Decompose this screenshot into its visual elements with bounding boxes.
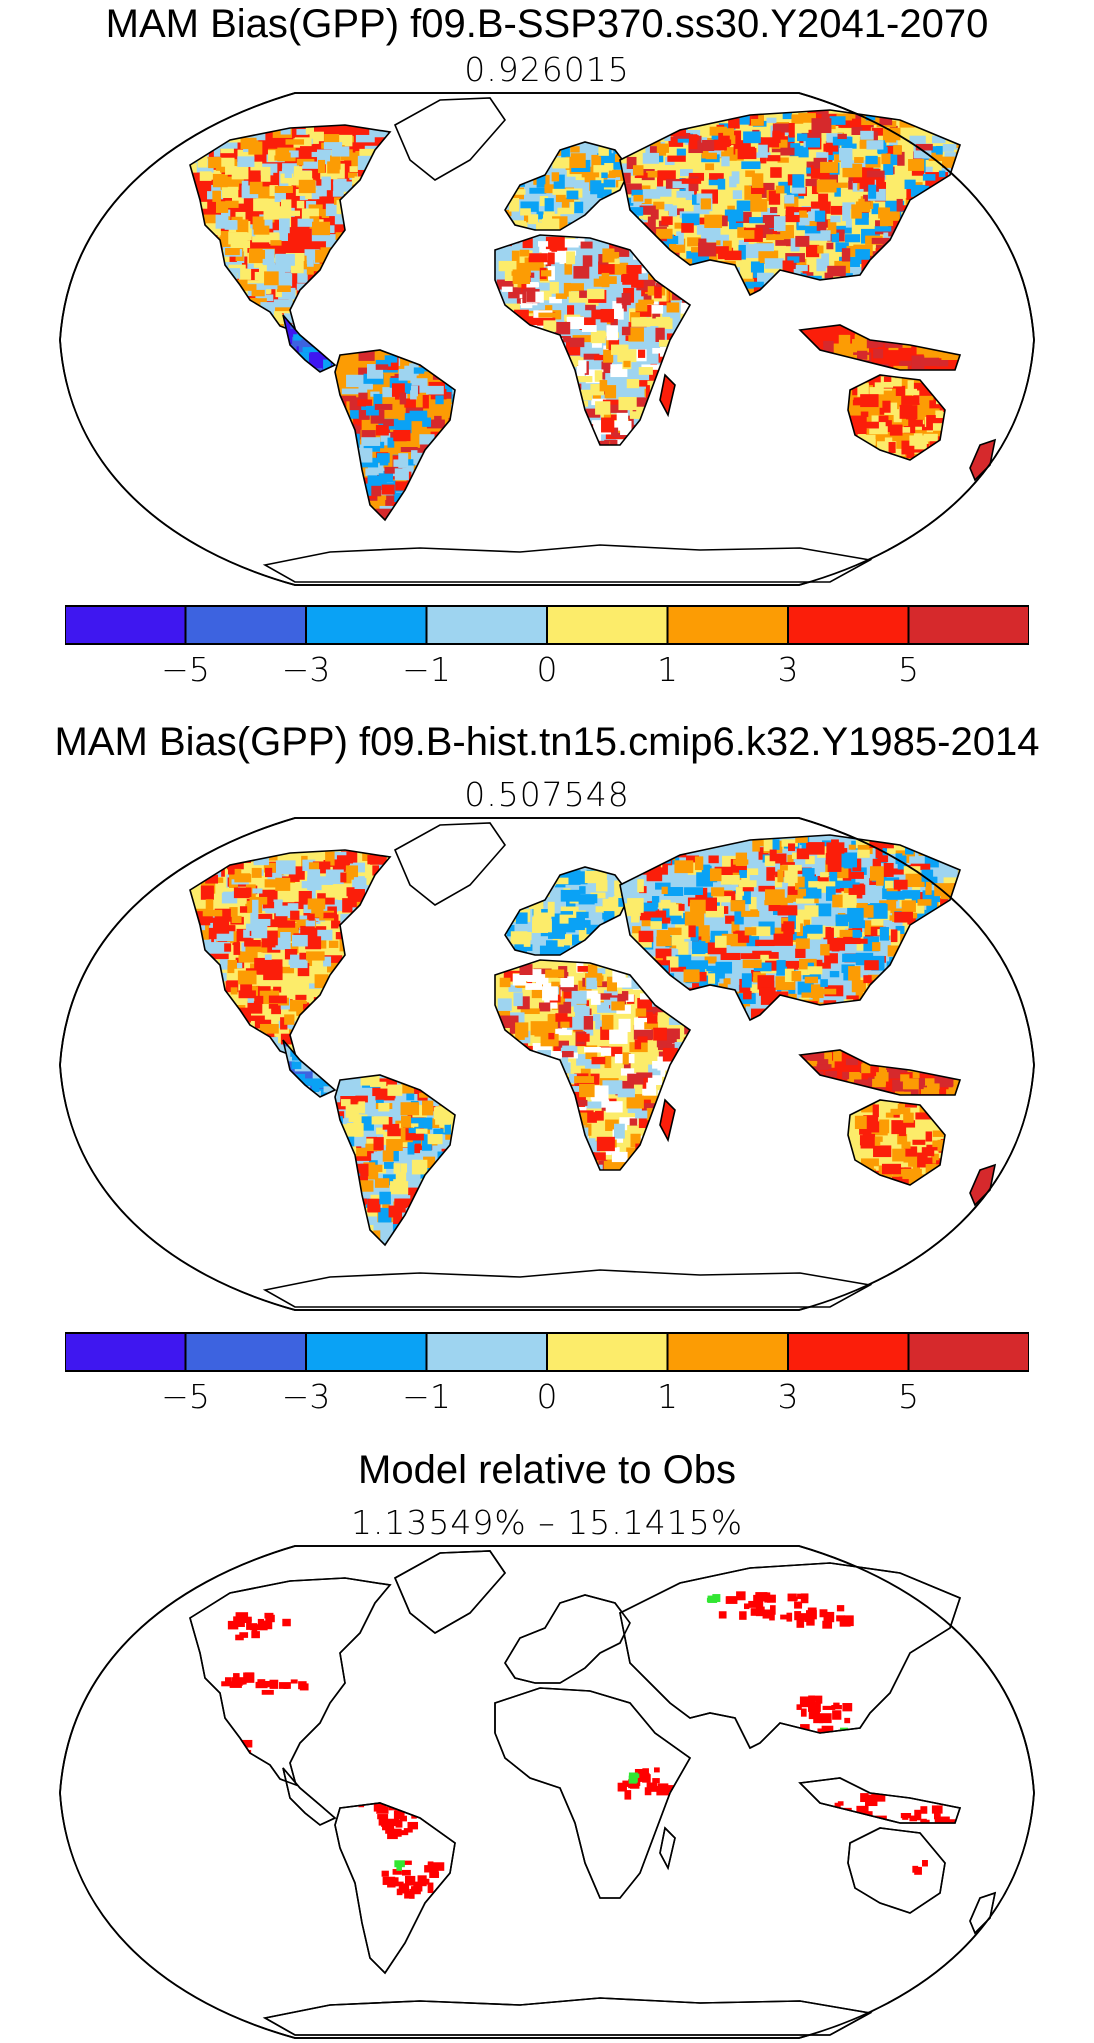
colorbar-tick-label: 3 <box>777 1377 799 1416</box>
colorbar-tick-label: 5 <box>898 650 919 689</box>
colorbar-swatch <box>546 605 669 645</box>
colorbar-swatch <box>305 1332 428 1372</box>
panel-1-subtitle: 0.926015 <box>464 50 630 89</box>
colorbar-swatch <box>305 605 428 645</box>
panel-2-colorbar-svg <box>65 1332 1029 1372</box>
colorbar-swatch <box>666 1332 789 1372</box>
panel-2-map-svg <box>59 817 1035 1311</box>
panel-3-map <box>0 1543 1094 2043</box>
panel-1-colorbar-svg <box>65 605 1029 645</box>
colorbar-swatch <box>425 1332 548 1372</box>
panel-3-map-svg <box>59 1545 1035 2039</box>
land-nz <box>970 1165 995 1205</box>
panel-2-title: MAM Bias(GPP) f09.B-hist.tn15.cmip6.k32.… <box>54 720 1040 764</box>
land-antarctica <box>265 1270 870 1307</box>
colorbar-swatch <box>546 1332 669 1372</box>
colorbar-tick-label: 0 <box>536 650 558 689</box>
colorbar-tick-label: 1 <box>657 650 678 689</box>
colorbar-swatch <box>425 605 548 645</box>
panel-1-map <box>0 90 1094 590</box>
colorbar-tick-label: −3 <box>281 650 331 689</box>
colorbar-tick-label: 5 <box>898 1377 919 1416</box>
land-nz <box>970 440 995 480</box>
panel-3-map-content <box>59 1545 1035 2039</box>
colorbar-tick-label: −3 <box>281 1377 331 1416</box>
colorbar-swatch <box>787 605 910 645</box>
panel-1-colorbar <box>65 605 1029 645</box>
land-asia <box>620 110 960 295</box>
land-greenland <box>395 823 505 905</box>
colorbar-swatch <box>65 605 187 645</box>
colorbar-swatch <box>184 605 307 645</box>
colorbar-tick-label: −1 <box>402 650 451 689</box>
panel-1-map-content <box>59 92 1035 586</box>
colorbar-tick-label: 1 <box>657 1377 678 1416</box>
colorbar-swatch <box>907 1332 1029 1372</box>
land-greenland <box>395 98 505 180</box>
colorbar-swatch <box>907 605 1029 645</box>
colorbar-tick-label: −5 <box>161 650 210 689</box>
panel-1-map-svg <box>59 92 1035 586</box>
colorbar-tick-label: −1 <box>402 1377 451 1416</box>
land-antarctica <box>265 545 870 582</box>
colorbar-swatch <box>666 605 789 645</box>
colorbar-tick-label: −5 <box>161 1377 210 1416</box>
colorbar-swatch <box>65 1332 187 1372</box>
panel-2-colorbar <box>65 1332 1029 1372</box>
colorbar-swatch <box>787 1332 910 1372</box>
panel-2-map <box>0 815 1094 1315</box>
panel-1-title: MAM Bias(GPP) f09.B-SSP370.ss30.Y2041-20… <box>105 2 989 46</box>
panel-2-subtitle: 0.507548 <box>464 775 630 814</box>
panel-3-title: Model relative to Obs <box>358 1448 736 1492</box>
panel-3-subtitle: 1.13549% – 15.1415% <box>350 1503 744 1542</box>
panel-2-map-content <box>59 817 1035 1311</box>
colorbar-tick-label: 0 <box>536 1377 558 1416</box>
colorbar-swatch <box>184 1332 307 1372</box>
colorbar-tick-label: 3 <box>777 650 799 689</box>
